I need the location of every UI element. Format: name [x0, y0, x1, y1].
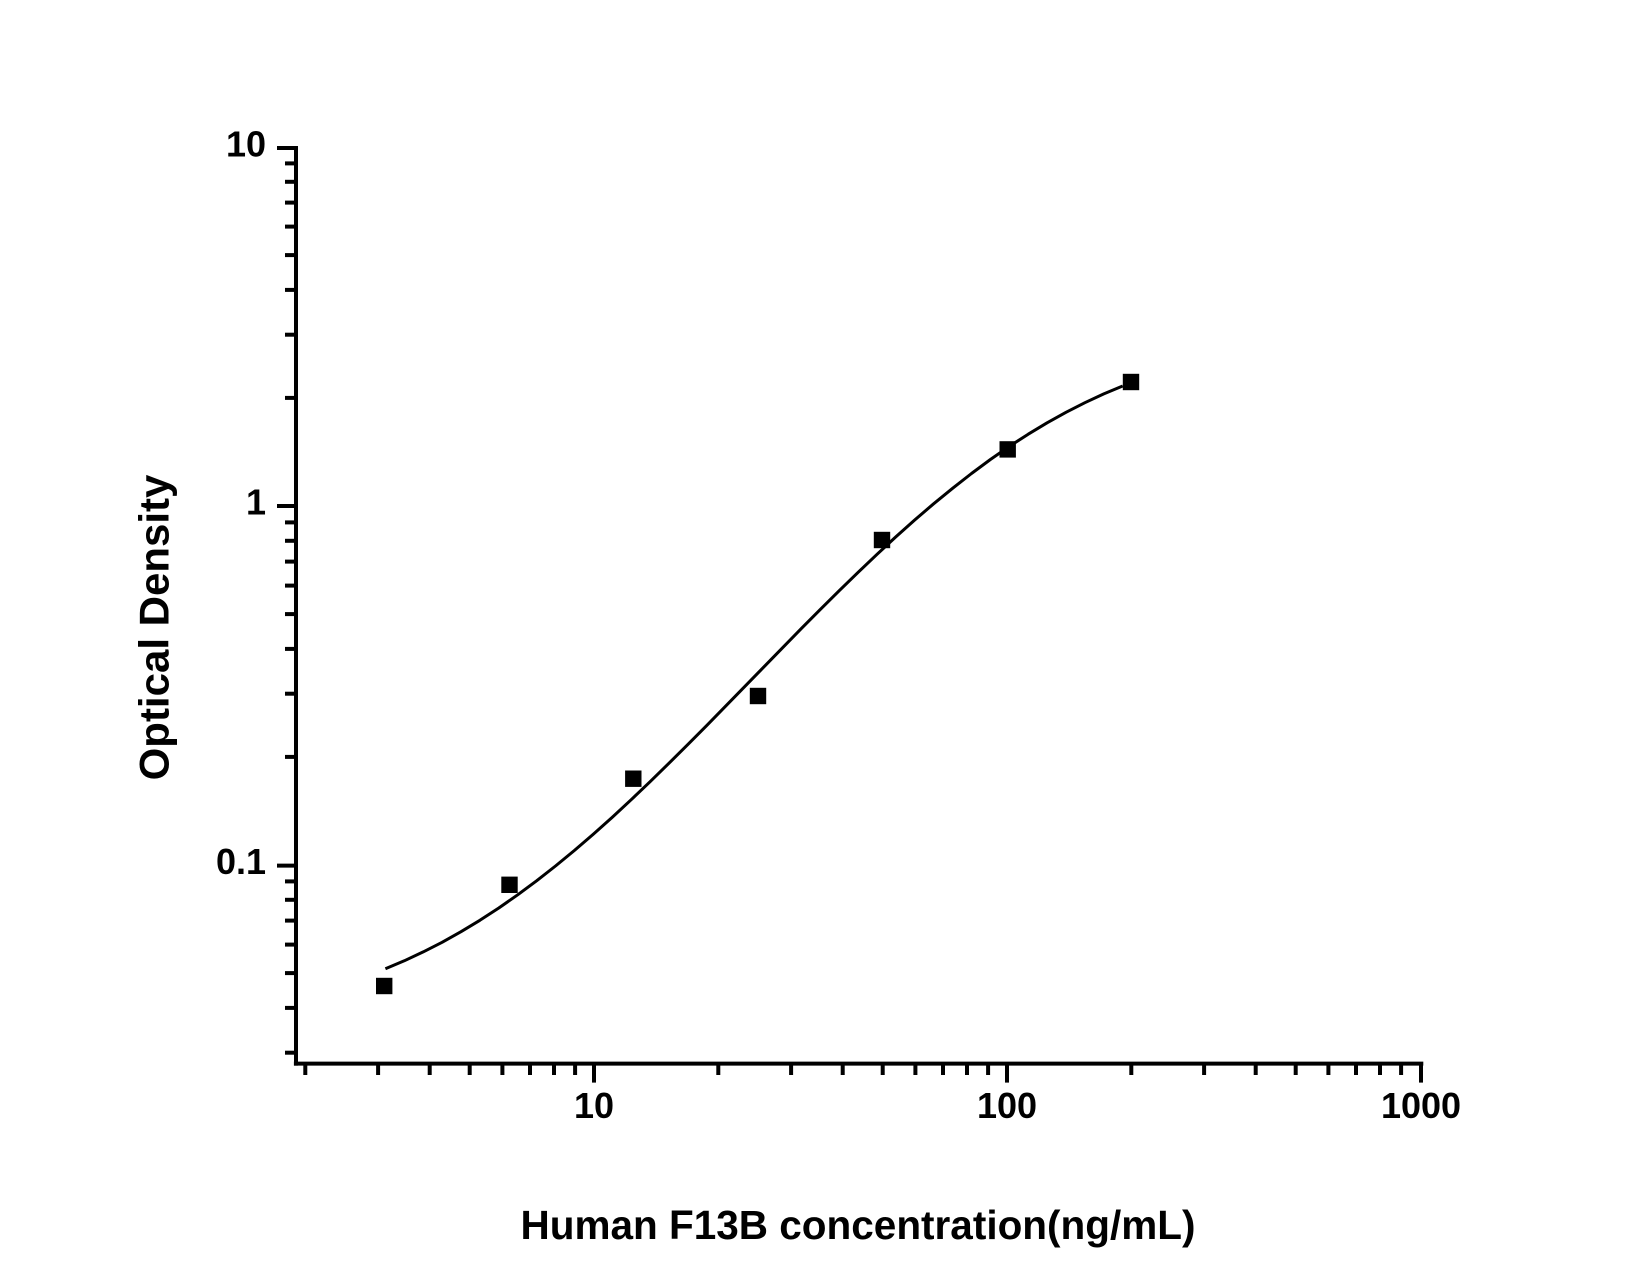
svg-text:0.1: 0.1 — [216, 841, 266, 882]
svg-text:Optical Density: Optical Density — [131, 474, 178, 780]
svg-text:10: 10 — [226, 124, 266, 165]
svg-text:100: 100 — [977, 1085, 1037, 1126]
svg-text:1: 1 — [246, 482, 266, 523]
svg-text:Human F13B concentration(ng/mL: Human F13B concentration(ng/mL) — [520, 1202, 1195, 1248]
svg-text:1000: 1000 — [1381, 1085, 1461, 1126]
svg-text:10: 10 — [574, 1085, 614, 1126]
